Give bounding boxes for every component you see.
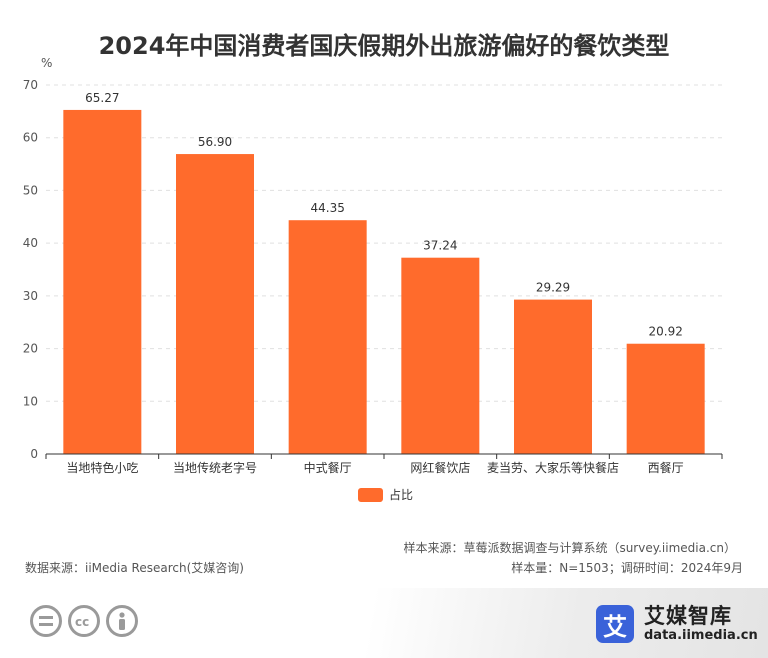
y-tick-label: 10	[23, 394, 38, 408]
y-tick-label: 70	[23, 78, 38, 92]
legend[interactable]: 占比	[358, 486, 413, 503]
bar-chart: % 0 10 20 30 40 50 60 70 65.27 56.90 44.35 37.24 29…	[23, 56, 723, 475]
bar-value-label: 37.24	[423, 239, 457, 253]
x-category-label: 当地传统老字号	[173, 460, 257, 475]
bar-value-label: 20.92	[648, 325, 682, 339]
x-category-label: 中式餐厅	[304, 460, 352, 475]
bar[interactable]	[63, 109, 142, 454]
y-tick-label: 0	[30, 447, 38, 461]
bar[interactable]	[176, 154, 254, 454]
legend-swatch	[358, 487, 383, 502]
y-axis-ticks: 0 10 20 30 40 50 60 70	[23, 78, 38, 461]
y-tick-label: 50	[23, 183, 38, 197]
person-icon	[106, 605, 138, 637]
x-category-label: 西餐厅	[648, 460, 684, 475]
x-category-label: 当地特色小吃	[66, 460, 138, 475]
logo-url: data.iimedia.cn	[644, 628, 758, 643]
iimedia-logo[interactable]: 艾 艾媒智库 data.iimedia.cn	[596, 604, 758, 644]
bar[interactable]	[401, 257, 480, 454]
x-category-label: 麦当劳、大家乐等快餐店	[487, 460, 619, 475]
x-category-label: 网红餐饮店	[410, 460, 470, 475]
cc-icon: cc	[68, 605, 100, 637]
logo-name: 艾媒智库	[644, 604, 732, 628]
bar-value-label: 56.90	[198, 135, 232, 149]
y-tick-label: 30	[23, 289, 38, 303]
sample-source-note: 样本来源：草莓派数据调查与计算系统（survey.iimedia.cn）	[403, 541, 736, 555]
x-axis-categories: 当地特色小吃 当地传统老字号 中式餐厅 网红餐饮店 麦当劳、大家乐等快餐店 西餐厅	[45, 454, 723, 475]
bar[interactable]	[514, 299, 592, 454]
legend-label: 占比	[389, 488, 414, 502]
y-tick-label: 60	[23, 131, 38, 145]
equals-icon	[30, 605, 62, 637]
bar-value-labels: 65.27 56.90 44.35 37.24 29.29 20.92	[85, 91, 683, 339]
bar[interactable]	[626, 343, 705, 454]
sample-size-note: 样本量：N=1503；调研时间：2024年9月	[511, 561, 743, 575]
bar-value-label: 29.29	[536, 281, 570, 295]
data-source-note: 数据来源：iiMedia Research(艾媒咨询)	[25, 561, 244, 575]
bar-value-label: 44.35	[310, 201, 344, 215]
bar[interactable]	[288, 220, 367, 454]
logo-mark-icon: 艾	[596, 605, 634, 643]
bar-value-label: 65.27	[85, 91, 119, 105]
y-tick-label: 40	[23, 236, 38, 250]
license-icons: cc	[30, 605, 138, 637]
y-axis-unit: %	[41, 56, 52, 70]
chart-title: 2024年中国消费者国庆假期外出旅游偏好的餐饮类型	[98, 32, 670, 60]
grid-lines	[46, 84, 722, 402]
y-tick-label: 20	[23, 342, 38, 356]
svg-text:cc: cc	[75, 615, 89, 627]
bars	[63, 109, 705, 454]
